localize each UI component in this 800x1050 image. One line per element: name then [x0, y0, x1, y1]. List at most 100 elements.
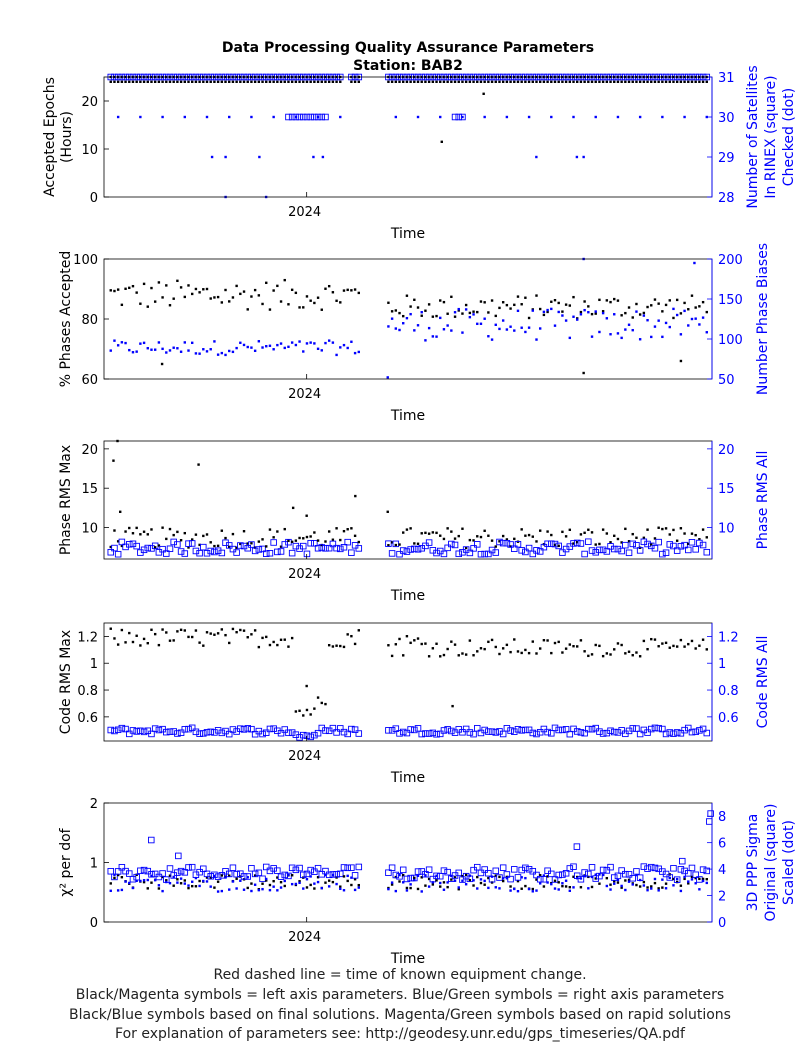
- data-point: [307, 733, 314, 741]
- data-point: [531, 80, 534, 83]
- left-axis-label: Code RMS Max: [58, 630, 74, 734]
- data-point: [416, 306, 420, 309]
- data-point: [487, 640, 490, 644]
- data-point: [501, 879, 505, 883]
- data-point: [228, 641, 231, 645]
- data-point: [457, 307, 460, 311]
- data-point: [527, 651, 531, 655]
- data-point: [216, 632, 220, 635]
- data-point: [577, 876, 585, 883]
- data-point: [409, 80, 412, 83]
- data-point: [202, 80, 205, 83]
- data-point: [309, 713, 312, 716]
- data-point: [618, 547, 625, 555]
- data-point: [616, 299, 620, 302]
- data-point: [474, 541, 481, 548]
- data-point: [416, 887, 420, 891]
- data-point: [172, 297, 175, 300]
- data-point: [476, 887, 479, 890]
- data-point: [313, 707, 316, 710]
- data-point: [211, 548, 218, 556]
- data-point: [413, 876, 416, 880]
- data-point: [624, 879, 627, 882]
- data-point: [653, 537, 657, 540]
- data-point: [131, 284, 135, 288]
- data-point: [331, 341, 335, 344]
- data-point: [587, 654, 590, 658]
- data-point: [124, 880, 127, 883]
- data-point: [168, 527, 172, 531]
- data-point: [490, 299, 494, 302]
- data-point: [698, 538, 701, 541]
- data-point: [150, 348, 153, 351]
- data-point: [607, 863, 614, 871]
- data-point: [494, 545, 497, 548]
- data-point: [288, 729, 296, 736]
- right-axis-label: Number of Satellites: [745, 65, 761, 208]
- data-point: [188, 863, 196, 871]
- data-point: [194, 533, 198, 536]
- data-point: [183, 341, 186, 344]
- data-point: [598, 644, 601, 648]
- data-point: [194, 876, 198, 880]
- data-point: [262, 863, 270, 871]
- data-point: [694, 306, 697, 309]
- data-point: [598, 80, 601, 83]
- data-point: [583, 300, 586, 303]
- data-point: [479, 322, 483, 325]
- data-point: [229, 545, 237, 553]
- data-point: [524, 876, 527, 880]
- data-point: [461, 331, 464, 334]
- data-point: [313, 887, 316, 890]
- data-point: [353, 351, 357, 355]
- data-point: [531, 887, 534, 891]
- data-point: [270, 865, 277, 872]
- data-point: [511, 545, 518, 552]
- data-point: [648, 725, 655, 733]
- data-point: [116, 540, 120, 543]
- data-point: [431, 531, 435, 534]
- data-point: [214, 873, 222, 880]
- data-point: [692, 546, 699, 553]
- data-point: [442, 881, 446, 884]
- data-point: [209, 541, 212, 544]
- data-point: [435, 335, 438, 338]
- data-point: [160, 362, 164, 366]
- data-point: [536, 729, 544, 736]
- data-point: [501, 534, 505, 538]
- data-point: [435, 642, 438, 645]
- data-point: [553, 543, 557, 547]
- data-point: [112, 459, 115, 462]
- data-point: [516, 650, 520, 653]
- data-point: [564, 80, 568, 83]
- data-point: [387, 887, 390, 891]
- data-point: [524, 648, 527, 652]
- data-point: [340, 544, 348, 551]
- data-point: [294, 80, 298, 83]
- data-point: [609, 653, 612, 656]
- data-point: [179, 882, 183, 885]
- data-point: [516, 889, 520, 893]
- data-point: [240, 726, 248, 733]
- data-point: [357, 291, 360, 295]
- data-point: [590, 653, 594, 656]
- data-point: [342, 289, 346, 292]
- left-axis-label: (Hours): [59, 111, 75, 163]
- data-point: [261, 538, 264, 541]
- data-point: [239, 292, 242, 296]
- data-point: [613, 313, 616, 316]
- data-point: [413, 80, 416, 83]
- right-tick-label: 20: [718, 443, 735, 458]
- data-point: [165, 284, 168, 287]
- data-point: [128, 80, 131, 83]
- data-point: [258, 155, 261, 159]
- data-point: [216, 353, 220, 356]
- data-point: [494, 645, 497, 649]
- data-point: [499, 539, 507, 547]
- data-point: [431, 315, 435, 318]
- data-point: [313, 80, 316, 83]
- data-point: [113, 80, 116, 83]
- data-point: [605, 532, 609, 535]
- data-point: [551, 540, 559, 548]
- data-point: [498, 875, 501, 879]
